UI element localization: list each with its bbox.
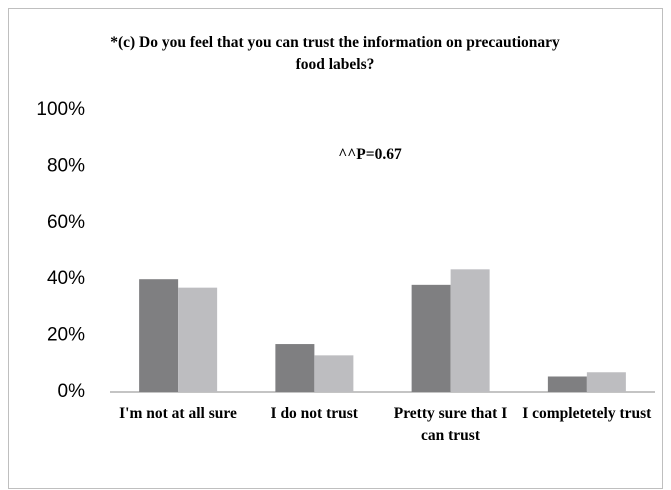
annotation: ^^P=0.67 — [338, 146, 402, 163]
bar — [139, 279, 179, 392]
bar — [450, 269, 490, 392]
chart-title: *(c) Do you feel that you can trust the … — [110, 34, 560, 73]
x-tick-label: I'm not at all sure — [119, 405, 237, 422]
y-tick-label: 0% — [58, 381, 86, 402]
x-tick-label: I do not trust — [270, 405, 358, 422]
bar — [314, 355, 354, 392]
bar — [547, 376, 587, 392]
y-tick-label: 40% — [47, 268, 85, 289]
y-tick-label: 100% — [36, 99, 85, 120]
x-tick-label: I completetely trust — [522, 405, 652, 422]
bar — [178, 287, 218, 392]
chart-frame — [8, 8, 663, 489]
x-tick-label: Pretty sure that I can trust — [393, 405, 508, 444]
bar — [411, 284, 451, 392]
bar — [586, 372, 626, 392]
y-tick-label: 20% — [47, 325, 85, 346]
bar — [275, 344, 315, 392]
y-tick-label: 60% — [47, 212, 85, 233]
y-tick-label: 80% — [47, 155, 85, 176]
